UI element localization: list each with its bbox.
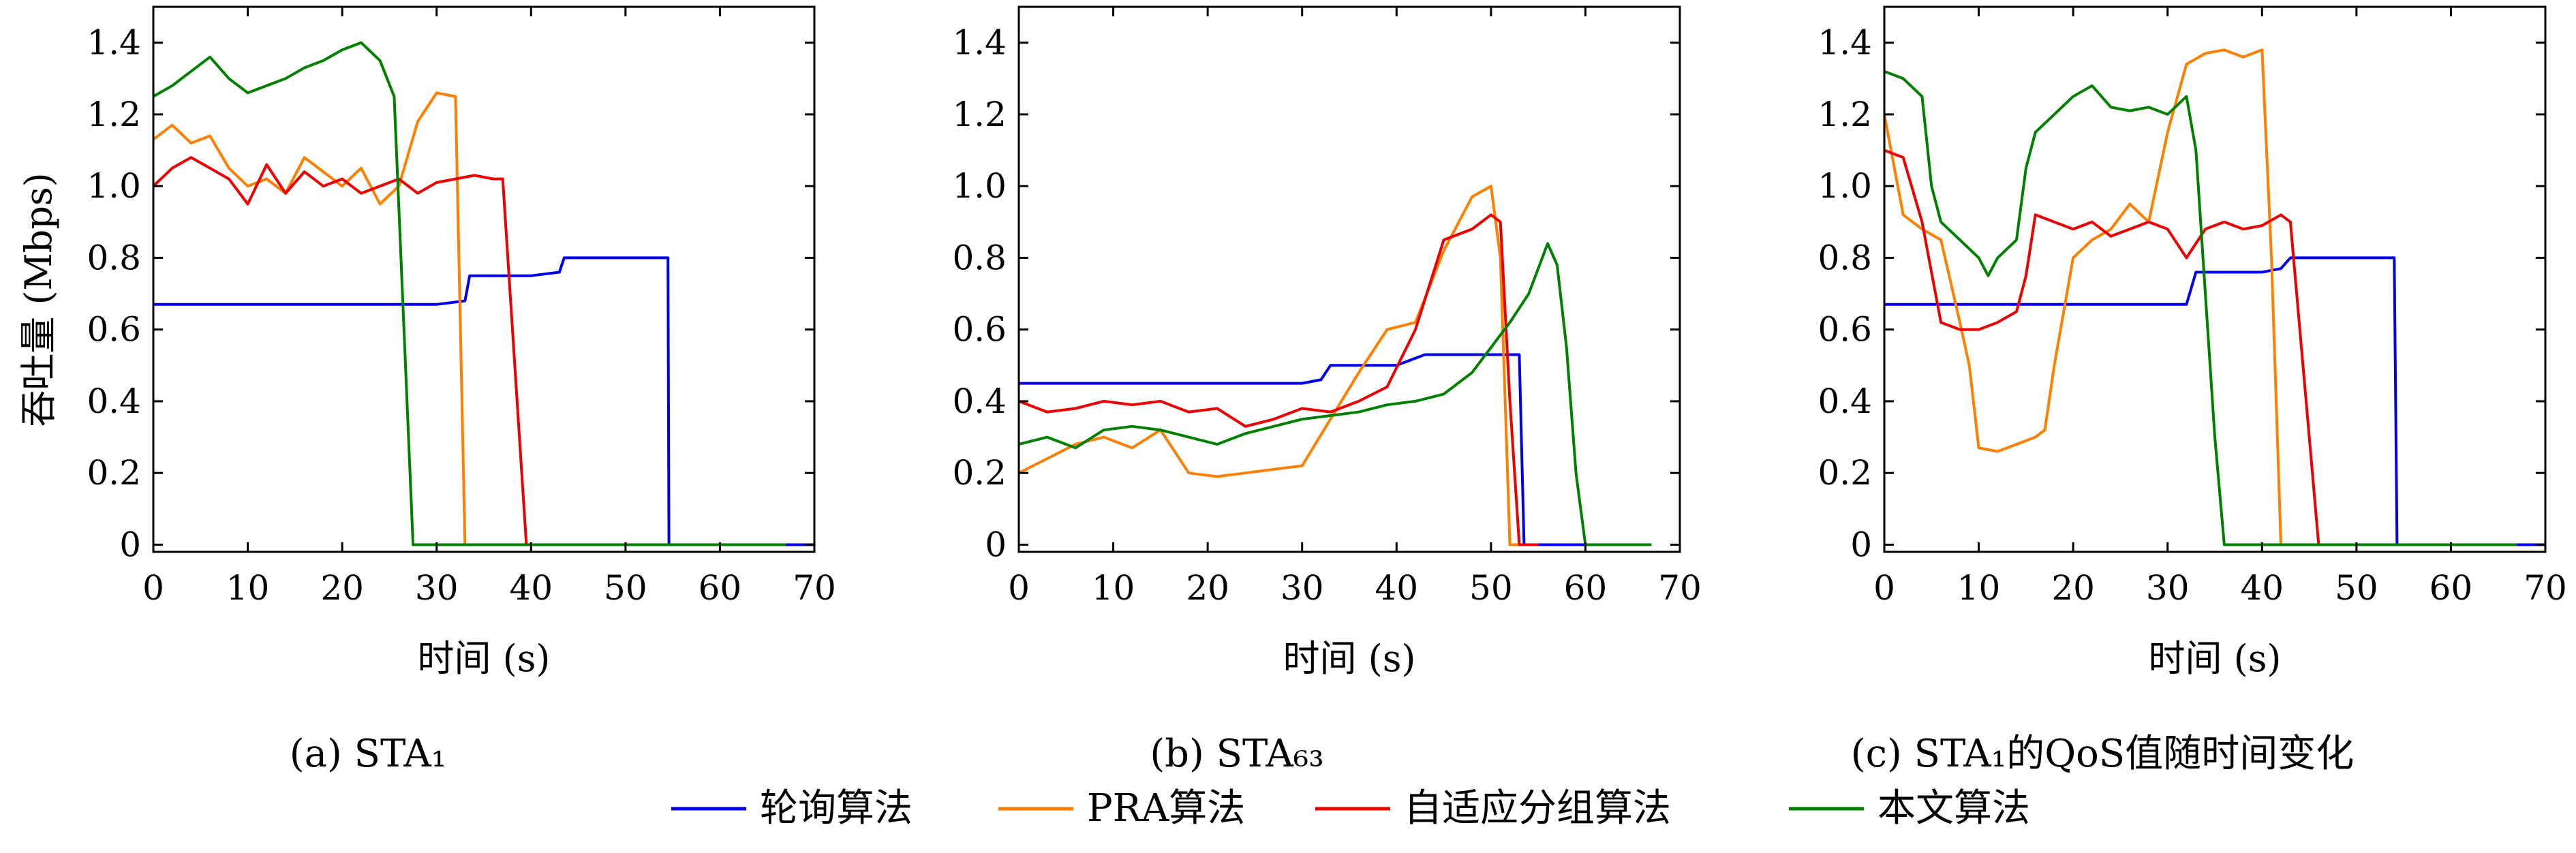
xtick-label-c-1: 10 (1957, 568, 2001, 608)
ytick-label-c-3: 0.6 (1818, 310, 1872, 350)
plot-area-b (1019, 185, 1652, 546)
legend-label-4: 本文算法 (1877, 786, 2030, 831)
ytick-label-b-1: 0.2 (952, 453, 1007, 493)
ytick-label-b-6: 1.2 (952, 95, 1007, 134)
plot-frame-c (1883, 5, 2547, 553)
xtick-label-b-7: 70 (1658, 568, 1702, 608)
xtick-label-a-6: 60 (699, 568, 742, 608)
xtick-label-a-4: 40 (509, 568, 553, 608)
xtick-label-a-3: 30 (415, 568, 459, 608)
xtick-label-b-0: 0 (1008, 568, 1030, 608)
ytick-label-a-0: 0 (119, 525, 141, 564)
series-line-a-2 (153, 91, 532, 546)
ytick-label-c-7: 1.4 (1818, 23, 1872, 63)
series-line-c-4 (1884, 69, 2517, 546)
series-line-b-1 (1019, 353, 1586, 546)
ytick-label-b-7: 1.4 (952, 23, 1007, 63)
xtick-label-b-5: 50 (1469, 568, 1513, 608)
ytick-label-c-4: 0.8 (1818, 238, 1872, 277)
ytick-label-b-3: 0.6 (952, 310, 1007, 350)
plot-frame-a (152, 5, 816, 553)
ylabel-a: 吞吐量 (Mbps) (17, 172, 60, 427)
xtick-label-a-5: 50 (604, 568, 647, 608)
xtick-label-c-0: 0 (1873, 568, 1895, 608)
ytick-label-b-0: 0 (985, 525, 1007, 564)
xtick-label-b-2: 20 (1186, 568, 1229, 608)
ytick-label-a-3: 0.6 (87, 310, 141, 350)
ytick-label-a-6: 1.2 (87, 95, 141, 134)
xtick-label-a-2: 20 (320, 568, 364, 608)
ytick-label-b-4: 0.8 (952, 238, 1007, 277)
ytick-label-c-2: 0.4 (1818, 382, 1872, 421)
panel-b: (b) STA₆₃ 0 10 20 30 40 50 60 70 0 0.2 0.4 0.6 0.8 1.… (952, 5, 1702, 776)
legend-label-2: PRA算法 (1087, 786, 1245, 831)
ytick-label-c-6: 1.2 (1818, 95, 1872, 134)
series-line-b-4 (1019, 242, 1652, 546)
ytick-label-b-2: 0.4 (952, 382, 1007, 421)
xtick-label-c-5: 50 (2335, 568, 2378, 608)
xtick-label-b-4: 40 (1375, 568, 1418, 608)
ytick-label-b-5: 1.0 (952, 166, 1007, 206)
legend: 轮询算法 PRA算法 自适应分组算法 本文算法 (671, 786, 2030, 831)
xtick-label-c-6: 60 (2429, 568, 2473, 608)
caption-c: (c) STA₁的QoS值随时间变化 (1851, 732, 2354, 776)
xtick-label-c-3: 30 (2146, 568, 2190, 608)
xlabel-c: 时间 (s) (2148, 637, 2281, 680)
caption-a: (a) STA₁ (290, 732, 446, 776)
legend-label-1: 轮询算法 (760, 786, 913, 831)
ytick-label-c-1: 0.2 (1818, 453, 1872, 493)
series-line-c-2 (1884, 48, 2300, 546)
series-line-a-1 (153, 256, 814, 546)
panel-a: 吞吐量 (Mbps) (a) STA₁ 0 10 20 30 40 50 60 70 0 0.2 0… (17, 5, 836, 776)
series-line-c-3 (1884, 149, 2357, 546)
caption-b: (b) STA₆₃ (1150, 732, 1323, 776)
xtick-label-c-2: 20 (2051, 568, 2095, 608)
ytick-label-a-2: 0.4 (87, 382, 141, 421)
xlabel-b: 时间 (s) (1283, 637, 1415, 680)
series-line-a-3 (153, 156, 673, 546)
ytick-label-a-1: 0.2 (87, 453, 141, 493)
series-line-b-2 (1019, 185, 1539, 546)
xtick-label-a-0: 0 (142, 568, 164, 608)
series-line-c-1 (1884, 256, 2545, 546)
series-line-a-4 (153, 41, 786, 546)
ytick-label-a-4: 0.8 (87, 238, 141, 277)
legend-label-3: 自适应分组算法 (1404, 786, 1671, 831)
xtick-label-c-7: 70 (2524, 568, 2567, 608)
xlabel-a: 时间 (s) (417, 637, 550, 680)
plot-area-c (1884, 48, 2545, 546)
xtick-label-a-1: 10 (226, 568, 270, 608)
series-line-b-3 (1019, 213, 1539, 546)
ytick-label-a-5: 1.0 (87, 166, 141, 206)
xtick-label-b-3: 30 (1281, 568, 1324, 608)
plot-area-a (153, 41, 814, 546)
xtick-label-c-4: 40 (2240, 568, 2284, 608)
ytick-label-c-0: 0 (1850, 525, 1872, 564)
ytick-label-a-7: 1.4 (87, 23, 141, 63)
panel-c: (c) STA₁的QoS值随时间变化 0 10 20 30 40 50 60 70 0 0.2 0.… (1818, 5, 2567, 776)
plot-frame-b (1017, 5, 1681, 553)
xtick-label-b-6: 60 (1564, 568, 1608, 608)
xtick-label-a-7: 70 (793, 568, 836, 608)
ytick-label-c-5: 1.0 (1818, 166, 1872, 206)
xtick-label-b-1: 10 (1092, 568, 1135, 608)
